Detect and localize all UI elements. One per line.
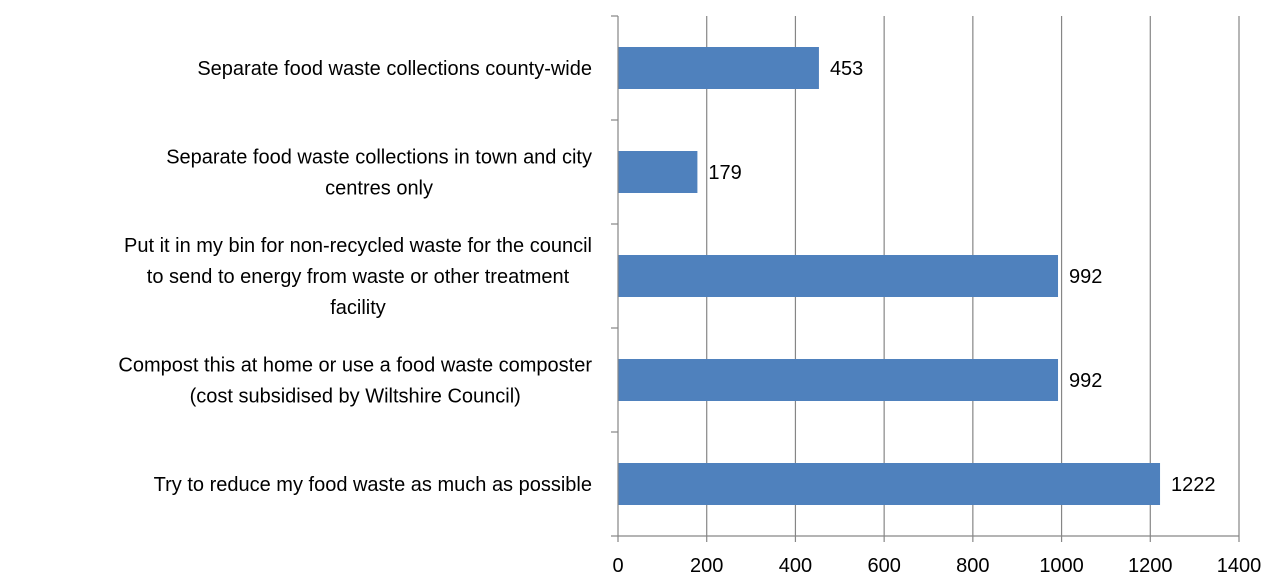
category-label-line: Compost this at home or use a food waste… (118, 355, 592, 377)
labels-layer: 0 200 400 600 800 1000 1200 1400 453 Separate foo… (118, 58, 1261, 576)
bar (618, 359, 1059, 401)
bar-value-label: 992 (1069, 370, 1102, 392)
category-label: Compost this at home or use a food waste… (118, 355, 592, 408)
category-label-line: (cost subsidised by Wiltshire Council) (190, 386, 521, 408)
x-tick-label: 200 (690, 555, 723, 576)
x-tick-label: 800 (956, 555, 989, 576)
x-tick-label: 1200 (1128, 555, 1173, 576)
x-tick-label: 1000 (1039, 555, 1084, 576)
category-label-line: to send to energy from waste or other tr… (147, 266, 570, 288)
category-label-line: facility (330, 297, 386, 319)
category-label-line: Try to reduce my food waste as much as p… (154, 474, 592, 496)
x-tick-label: 600 (867, 555, 900, 576)
x-tick-label: 1400 (1217, 555, 1262, 576)
axis-layer (611, 15, 1240, 542)
bar (618, 151, 698, 193)
bar (618, 47, 819, 89)
bar-value-label: 179 (708, 162, 741, 184)
bar-value-label: 453 (830, 58, 863, 80)
bar-value-label: 1222 (1171, 474, 1216, 496)
category-label: Separate food waste collections county-w… (197, 58, 592, 80)
category-label: Put it in my bin for non-recycled waste … (124, 235, 592, 319)
bar-value-label: 992 (1069, 266, 1102, 288)
x-tick-label: 400 (779, 555, 812, 576)
category-label-line: centres only (325, 178, 433, 200)
category-label: Try to reduce my food waste as much as p… (154, 474, 592, 496)
category-label-line: Put it in my bin for non-recycled waste … (124, 235, 592, 257)
category-label-line: Separate food waste collections in town … (166, 147, 592, 169)
bar (618, 255, 1059, 297)
bars-layer (618, 47, 1161, 505)
bar (618, 463, 1161, 505)
x-tick-label: 0 (612, 555, 623, 576)
category-label: Separate food waste collections in town … (166, 147, 592, 200)
category-label-line: Separate food waste collections county-w… (197, 58, 592, 80)
